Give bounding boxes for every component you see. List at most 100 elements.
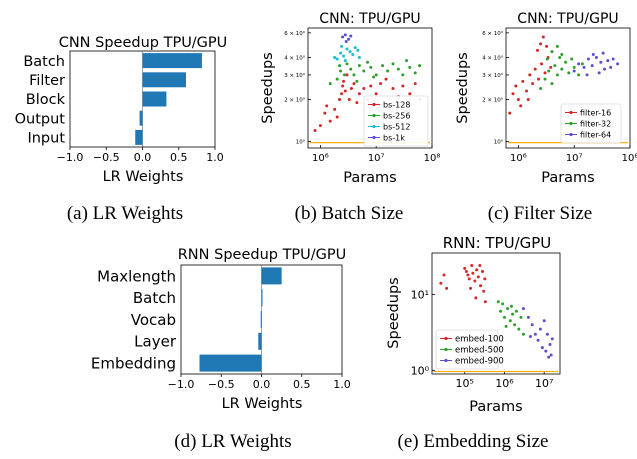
e-point-embed-900 (547, 355, 551, 359)
b-point-bs-256 (386, 69, 390, 73)
b-point-bs-512 (343, 59, 347, 63)
e-point-embed-100 (442, 273, 446, 277)
e-point-embed-900 (548, 342, 552, 346)
a-category-label: Block (26, 92, 66, 108)
b-legend-marker (372, 102, 376, 107)
c-point-filter-64 (599, 60, 603, 64)
e-legend-box (435, 329, 499, 370)
d-category-label: Vocab (131, 311, 176, 329)
c-ytick-label: 3 × 10⁰ (482, 72, 504, 79)
b-point-bs-128 (341, 84, 345, 88)
b-point-bs-256 (396, 67, 400, 71)
d-bar-batch (261, 289, 263, 307)
b-point-bs-128 (345, 73, 349, 77)
e-ytick-label: 10¹ (411, 288, 429, 301)
b-point-bs-256 (342, 73, 346, 77)
b-point-bs-128 (323, 111, 327, 115)
b-legend-marker (372, 135, 376, 140)
e-point-embed-900 (549, 353, 553, 357)
e-point-embed-100 (471, 271, 475, 275)
c-point-filter-64 (606, 59, 610, 63)
c-point-filter-16 (511, 92, 515, 96)
e-point-embed-500 (504, 324, 508, 328)
c-point-filter-16 (549, 65, 553, 69)
e-point-embed-900 (536, 338, 540, 342)
c-point-filter-16 (521, 79, 525, 83)
b-point-bs-256 (401, 73, 405, 77)
chart-b: CNN: TPU/GPU 10⁶ 10⁷ 10⁸ 10⁰ 2 × 10⁰ 3 × 10⁰ 4… (260, 11, 440, 186)
c-xtick-label: 10⁶ (510, 153, 527, 164)
b-point-bs-512 (351, 53, 355, 57)
c-point-filter-16 (508, 111, 512, 115)
a-bar-batch (142, 53, 202, 69)
b-legend-marker (372, 113, 376, 118)
d-xtick-label: 1.0 (333, 378, 351, 391)
c-point-filter-32 (560, 67, 564, 71)
b-point-bs-128 (333, 107, 337, 111)
e-point-embed-100 (463, 266, 467, 270)
b-point-bs-128 (374, 92, 378, 96)
e-point-embed-500 (508, 319, 512, 323)
b-point-bs-128 (408, 92, 412, 96)
c-point-filter-32 (567, 71, 571, 75)
e-point-embed-100 (482, 289, 486, 293)
b-point-bs-128 (349, 86, 353, 90)
c-point-filter-16 (514, 84, 518, 88)
c-legend-marker (569, 132, 573, 137)
d-bar-embedding (199, 354, 262, 372)
e-point-embed-900 (542, 319, 546, 323)
b-point-bs-256 (352, 73, 356, 77)
d-category-label: Batch (133, 289, 176, 307)
b-point-bs-256 (366, 60, 370, 64)
e-point-embed-100 (445, 286, 449, 290)
b-point-bs-256 (372, 75, 376, 79)
e-point-embed-100 (476, 275, 480, 279)
b-ytick-label: 10⁰ (296, 139, 306, 146)
c-point-filter-64 (577, 62, 581, 66)
chart-b-xlabel: Params (343, 170, 397, 186)
b-point-bs-128 (401, 84, 405, 88)
b-point-bs-256 (349, 67, 353, 71)
d-xtick-label: −0.5 (208, 378, 235, 391)
c-point-filter-16 (528, 73, 532, 77)
c-point-filter-32 (555, 44, 559, 48)
b-point-bs-128 (413, 82, 417, 86)
c-point-filter-16 (533, 67, 537, 71)
e-point-embed-500 (517, 327, 521, 331)
e-point-embed-100 (474, 296, 478, 300)
e-point-embed-500 (519, 315, 523, 319)
e-point-embed-100 (483, 300, 487, 304)
e-point-embed-100 (483, 277, 487, 281)
b-point-bs-128 (362, 86, 366, 90)
c-point-filter-64 (585, 73, 589, 77)
e-point-embed-100 (466, 273, 470, 277)
c-xtick-label: 10⁷ (566, 153, 583, 164)
e-ytick-label: 10⁰ (411, 364, 430, 377)
c-point-filter-32 (543, 77, 547, 81)
b-legend-box (363, 95, 429, 147)
e-point-embed-500 (502, 315, 506, 319)
c-point-filter-16 (541, 35, 545, 39)
b-point-bs-512 (345, 47, 349, 51)
b-ytick-label: 4 × 10⁰ (284, 54, 306, 61)
e-point-embed-900 (521, 307, 525, 311)
chart-e-xlabel: Params (469, 399, 523, 415)
chart-c-title: CNN: TPU/GPU (517, 11, 618, 27)
c-point-filter-16 (531, 82, 535, 86)
b-point-bs-512 (356, 48, 360, 52)
a-xtick-label: −0.5 (93, 151, 120, 164)
c-legend-box (560, 103, 622, 144)
b-point-bs-512 (342, 54, 346, 58)
e-point-embed-100 (470, 263, 474, 267)
e-point-embed-500 (511, 312, 515, 316)
b-ytick-label: 3 × 10⁰ (284, 72, 306, 79)
b-legend-marker (372, 124, 376, 129)
b-point-bs-256 (345, 62, 349, 66)
b-point-bs-128 (337, 98, 341, 102)
b-point-bs-1k (343, 33, 347, 37)
e-point-embed-900 (545, 332, 549, 336)
b-point-bs-1k (349, 34, 353, 38)
b-point-bs-1k (341, 35, 345, 39)
b-xtick-label: 10⁸ (424, 153, 441, 164)
c-legend-label: filter-16 (580, 108, 611, 117)
